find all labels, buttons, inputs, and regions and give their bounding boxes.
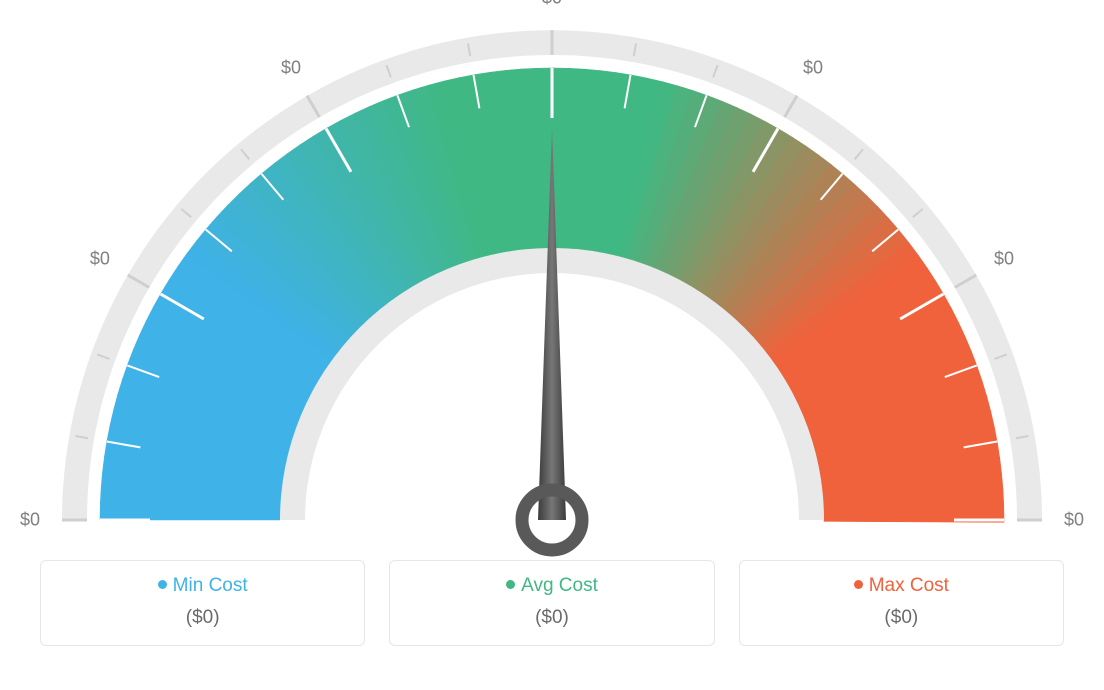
tick-label: $0 — [1064, 510, 1084, 531]
legend-min-dot — [158, 580, 167, 589]
legend-max-label: Max Cost — [869, 575, 949, 596]
tick-label: $0 — [803, 57, 823, 78]
legend-card-avg: Avg Cost ($0) — [389, 560, 714, 646]
legend-avg-title: Avg Cost — [390, 575, 713, 597]
legend-max-dot — [854, 580, 863, 589]
legend-min-title: Min Cost — [41, 575, 364, 597]
legend-avg-dot — [506, 580, 515, 589]
legend-min-value: ($0) — [41, 607, 364, 629]
tick-label: $0 — [20, 510, 40, 531]
tick-label: $0 — [90, 249, 110, 270]
legend-max-value: ($0) — [740, 607, 1063, 629]
gauge-svg — [0, 0, 1104, 560]
gauge-area: $0 $0 $0 $0 $0 $0 $0 — [0, 0, 1104, 560]
legend-max-title: Max Cost — [740, 575, 1063, 597]
gauge-chart-container: $0 $0 $0 $0 $0 $0 $0 Min Cost ($0) Avg Cost ($… — [0, 0, 1104, 690]
tick-label: $0 — [281, 57, 301, 78]
tick-label: $0 — [994, 249, 1014, 270]
legend-avg-label: Avg Cost — [521, 575, 598, 596]
legend-card-min: Min Cost ($0) — [40, 560, 365, 646]
legend-card-max: Max Cost ($0) — [739, 560, 1064, 646]
legend-row: Min Cost ($0) Avg Cost ($0) Max Cost ($0… — [0, 560, 1104, 646]
legend-min-label: Min Cost — [173, 575, 248, 596]
tick-label: $0 — [542, 0, 562, 9]
legend-avg-value: ($0) — [390, 607, 713, 629]
